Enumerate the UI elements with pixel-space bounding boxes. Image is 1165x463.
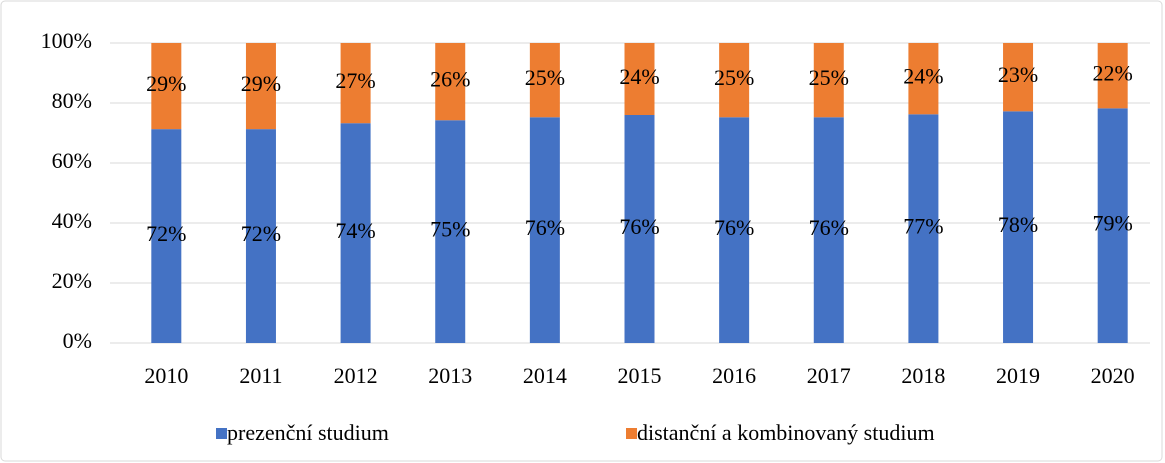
bar-segment: [245, 129, 276, 343]
data-label: 23%: [998, 62, 1038, 87]
bar-segment: [1003, 111, 1034, 343]
y-tick-label: 100%: [41, 28, 92, 53]
bar-segment: [908, 43, 939, 115]
bar-segment: [908, 114, 939, 343]
data-label: 25%: [809, 65, 849, 90]
bar-segment: [529, 43, 560, 118]
x-tick-label: 2018: [901, 363, 945, 388]
data-label: 76%: [619, 214, 659, 239]
x-tick-label: 2010: [144, 363, 188, 388]
data-label: 22%: [1093, 61, 1133, 86]
bar-segment: [624, 43, 655, 115]
data-label: 74%: [335, 218, 375, 243]
x-tick-label: 2012: [334, 363, 378, 388]
data-label: 27%: [335, 68, 375, 93]
data-label: 77%: [903, 214, 943, 239]
data-label: 78%: [998, 212, 1038, 237]
bar-segment: [151, 43, 182, 130]
bar-segment: [435, 120, 466, 343]
data-label: 79%: [1093, 211, 1133, 236]
y-tick-label: 40%: [52, 208, 92, 233]
data-label: 29%: [146, 71, 186, 96]
legend-label: prezenční studium: [227, 420, 389, 445]
legend-swatch: [626, 428, 637, 439]
x-tick-label: 2019: [996, 363, 1040, 388]
data-label: 24%: [619, 64, 659, 89]
data-label: 26%: [430, 67, 470, 92]
data-label: 24%: [903, 64, 943, 89]
x-tick-label: 2014: [523, 363, 567, 388]
bar-segment: [813, 117, 844, 344]
x-tick-label: 2020: [1091, 363, 1135, 388]
bar-segment: [340, 123, 371, 343]
data-label: 75%: [430, 217, 470, 242]
x-tick-label: 2016: [712, 363, 756, 388]
x-tick-label: 2011: [239, 363, 282, 388]
bar-segment: [624, 115, 655, 343]
bar-segment: [813, 43, 844, 118]
y-tick-label: 60%: [52, 148, 92, 173]
data-label: 72%: [146, 221, 186, 246]
bar-segment: [529, 117, 560, 344]
bar-segment: [719, 117, 750, 344]
legend-label: distanční a kombinovaný studium: [637, 420, 935, 445]
bar-segment: [719, 43, 750, 118]
bar-segment: [340, 43, 371, 124]
x-tick-label: 2013: [428, 363, 472, 388]
y-tick-label: 20%: [52, 268, 92, 293]
bar-segment: [1003, 43, 1034, 112]
data-label: 29%: [241, 71, 281, 96]
x-tick-label: 2015: [618, 363, 662, 388]
bar-segment: [1097, 43, 1128, 109]
bar-segment: [435, 43, 466, 121]
data-label: 76%: [525, 215, 565, 240]
bar-segment: [245, 43, 276, 130]
data-label: 72%: [241, 221, 281, 246]
legend-swatch: [216, 428, 227, 439]
data-label: 76%: [809, 215, 849, 240]
bar-segment: [1097, 108, 1128, 344]
y-tick-label: 80%: [52, 88, 92, 113]
data-label: 76%: [714, 215, 754, 240]
x-tick-label: 2017: [807, 363, 851, 388]
y-tick-label: 0%: [63, 328, 92, 353]
data-label: 25%: [525, 65, 565, 90]
bar-segment: [151, 129, 182, 343]
data-label: 25%: [714, 65, 754, 90]
